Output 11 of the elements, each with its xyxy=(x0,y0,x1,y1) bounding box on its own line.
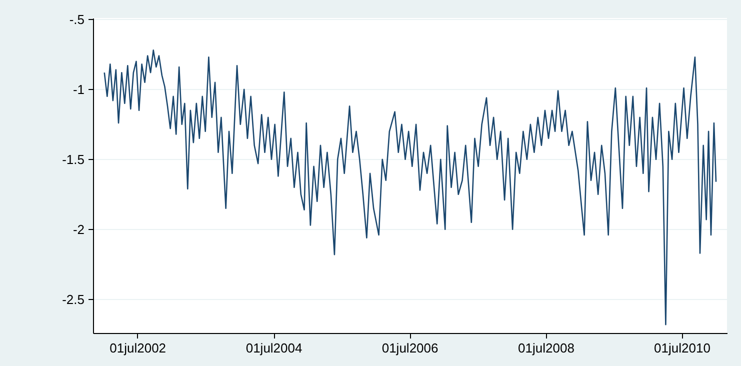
x-tick-label: 01jul2002 xyxy=(110,340,166,356)
x-tick-label: 01jul2006 xyxy=(382,340,438,356)
y-tick-label: -2 xyxy=(72,222,84,237)
y-tick-label: -1.5 xyxy=(62,152,84,167)
y-tick-label: -2.5 xyxy=(62,292,84,307)
y-tick-label: -.5 xyxy=(69,12,84,27)
x-tick-label: 01jul2010 xyxy=(654,340,710,356)
line-series xyxy=(104,50,717,326)
x-tick-label: 01jul2008 xyxy=(518,340,574,356)
x-tick-label: 01jul2004 xyxy=(246,340,302,356)
y-tick-label: -1 xyxy=(72,82,84,97)
